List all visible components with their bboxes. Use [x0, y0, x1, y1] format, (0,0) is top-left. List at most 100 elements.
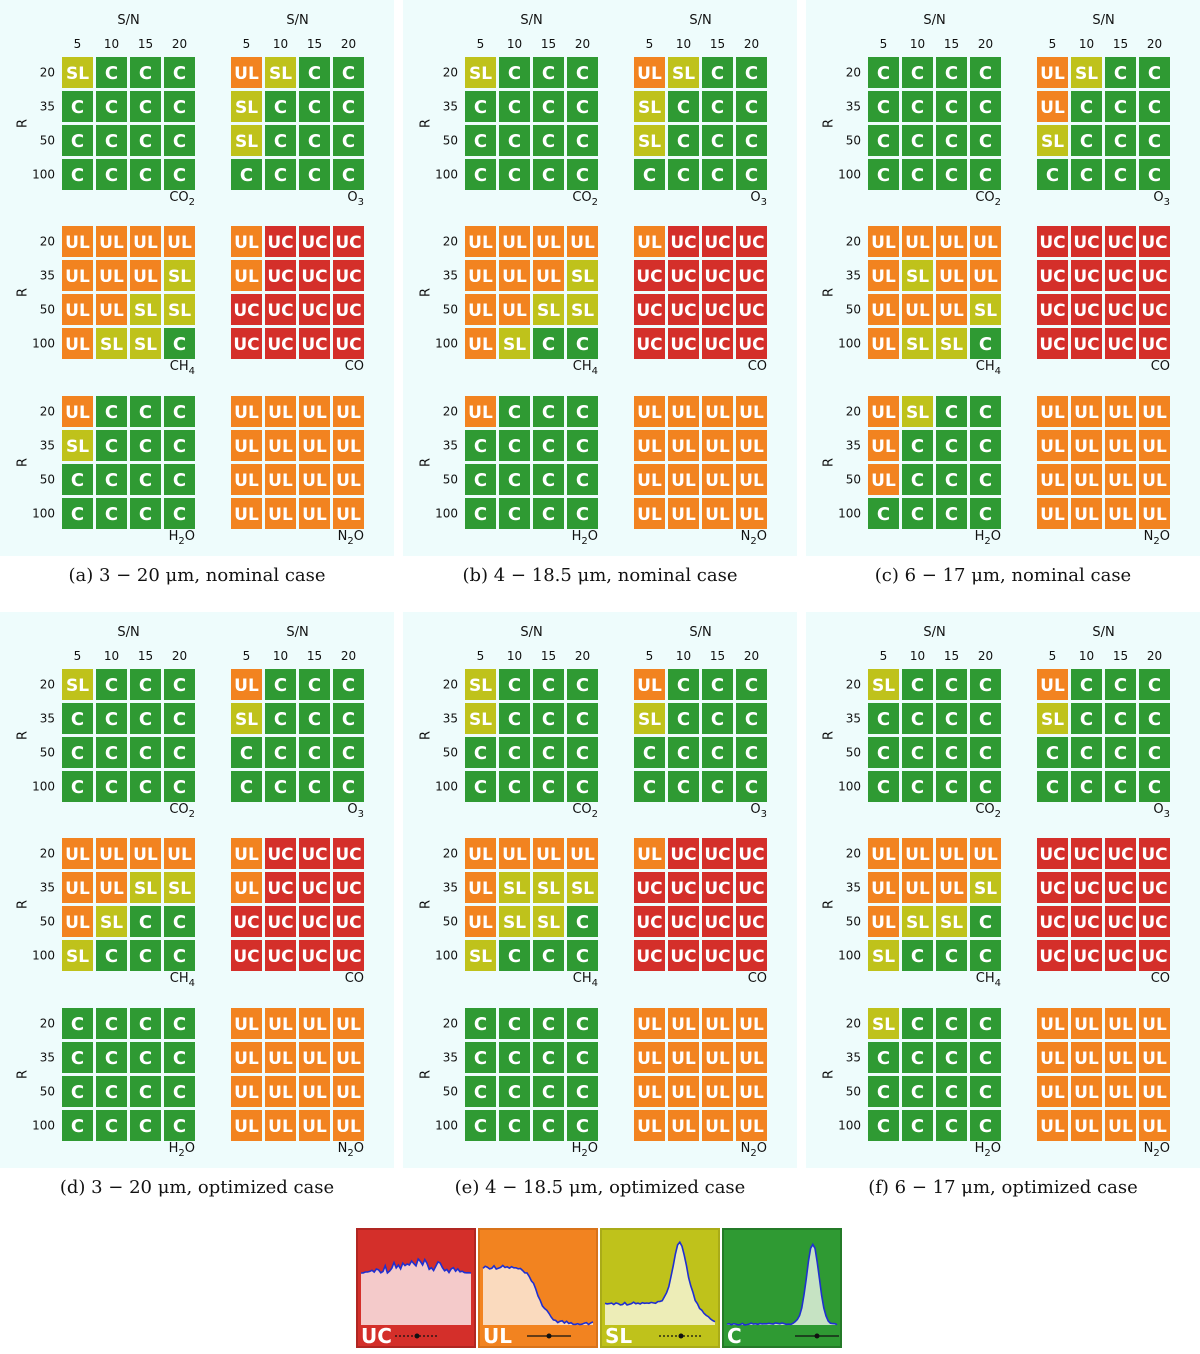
- heatmap-cell: [1037, 737, 1068, 768]
- heatmap-cell: [499, 57, 530, 88]
- cell-label: C: [542, 675, 555, 696]
- cell-label: C: [1148, 97, 1161, 118]
- heatmap-cell: [936, 328, 967, 359]
- cell-label: C: [945, 1048, 958, 1069]
- heatmap-cell: [333, 906, 364, 937]
- heatmap-cell: [902, 838, 933, 869]
- cell-label: C: [911, 777, 924, 798]
- cell-label: UC: [738, 845, 764, 865]
- cell-label: C: [139, 97, 152, 118]
- cell-label: UL: [1040, 1083, 1065, 1103]
- heatmap-cell: [231, 57, 262, 88]
- heatmap-cell: [62, 294, 93, 325]
- cell-label: UL: [570, 233, 595, 253]
- cell-label: UL: [637, 437, 662, 457]
- cell-label: UL: [336, 403, 361, 423]
- y-tick-label: 100: [838, 168, 861, 182]
- panel-caption: (f) 6 − 17 μm, optimized case: [868, 1177, 1138, 1198]
- heatmap-cell: [164, 703, 195, 734]
- heatmap-cell: [533, 498, 564, 529]
- cell-label: UC: [670, 301, 696, 321]
- cell-label: C: [105, 946, 118, 967]
- heatmap-cell: [333, 703, 364, 734]
- molecule-label: CO2: [975, 802, 1001, 820]
- cell-label: C: [576, 743, 589, 764]
- heatmap-cell: [1037, 771, 1068, 802]
- y-tick-label: 35: [846, 1051, 861, 1065]
- cell-label: C: [508, 97, 521, 118]
- heatmap-cell: [1071, 771, 1102, 802]
- cell-label: C: [105, 165, 118, 186]
- heatmap-cell: [1071, 940, 1102, 971]
- heatmap-cell: [936, 464, 967, 495]
- cell-label: UC: [335, 879, 361, 899]
- molecule-label: CH4: [573, 971, 598, 989]
- heatmap-cell: [231, 1008, 262, 1039]
- heatmap-cell: [668, 872, 699, 903]
- cell-label: C: [308, 97, 321, 118]
- cell-label: UC: [1141, 845, 1167, 865]
- cell-label: C: [911, 675, 924, 696]
- cell-label: UL: [336, 1049, 361, 1069]
- cell-label: C: [1114, 743, 1127, 764]
- cell-label: SL: [235, 132, 258, 152]
- cell-label: UL: [1108, 1015, 1133, 1035]
- y-tick-label: 50: [443, 303, 458, 317]
- heatmap-cell: [902, 1076, 933, 1107]
- cell-label: SL: [638, 98, 661, 118]
- cell-label: UL: [871, 267, 896, 287]
- heatmap-cell: [868, 1042, 899, 1073]
- heatmap-cell: [333, 737, 364, 768]
- heatmap-cell: [902, 294, 933, 325]
- cell-label: UL: [99, 267, 124, 287]
- heatmap-cell: [265, 1076, 296, 1107]
- cell-label: C: [173, 402, 186, 423]
- heatmap-cell: [299, 260, 330, 291]
- cell-label: C: [474, 1082, 487, 1103]
- heatmap-cell: [333, 669, 364, 700]
- cell-label: C: [979, 334, 992, 355]
- heatmap-cell: [130, 703, 161, 734]
- heatmap-cell: [499, 1042, 530, 1073]
- y-axis-title: R: [16, 1070, 31, 1079]
- legend-item-c: C: [722, 1228, 842, 1348]
- molecule-label: CO2: [572, 190, 598, 208]
- x-axis-title: S/N: [923, 13, 945, 28]
- heatmap-cell: [736, 328, 767, 359]
- panel-caption: (d) 3 − 20 μm, optimized case: [60, 1177, 334, 1198]
- heatmap-cell: [164, 1008, 195, 1039]
- heatmap-cell: [499, 498, 530, 529]
- y-tick-label: 100: [838, 780, 861, 794]
- cell-label: UC: [670, 913, 696, 933]
- heatmap-cell: [299, 464, 330, 495]
- y-tick-label: 100: [435, 949, 458, 963]
- heatmap-cell: [1139, 498, 1170, 529]
- heatmap-cell: [164, 737, 195, 768]
- heatmap-cell: [936, 430, 967, 461]
- heatmap-cell: [1105, 872, 1136, 903]
- posterior-fit-curve: [604, 1240, 716, 1323]
- heatmap-cell: [970, 872, 1001, 903]
- heatmap-cell: [736, 703, 767, 734]
- y-tick-label: 35: [443, 1051, 458, 1065]
- cell-label: C: [274, 165, 287, 186]
- heatmap-cell: [130, 125, 161, 156]
- cell-label: C: [576, 912, 589, 933]
- heatmap-cell: [130, 838, 161, 869]
- cell-label: C: [911, 504, 924, 525]
- heatmap-cell: [567, 1076, 598, 1107]
- cell-label: SL: [168, 879, 191, 899]
- cell-label: C: [71, 97, 84, 118]
- heatmap-cell: [299, 125, 330, 156]
- heatmap-cell: [702, 396, 733, 427]
- heatmap-cell: [634, 125, 665, 156]
- heatmap-cell: [868, 91, 899, 122]
- heatmap-cell: [465, 125, 496, 156]
- cell-label: C: [945, 1014, 958, 1035]
- cell-label: C: [542, 334, 555, 355]
- heatmap-cell: [265, 737, 296, 768]
- cell-label: UL: [234, 879, 259, 899]
- cell-label: C: [240, 777, 253, 798]
- heatmap-cell: [333, 1076, 364, 1107]
- heatmap-cell: [567, 1008, 598, 1039]
